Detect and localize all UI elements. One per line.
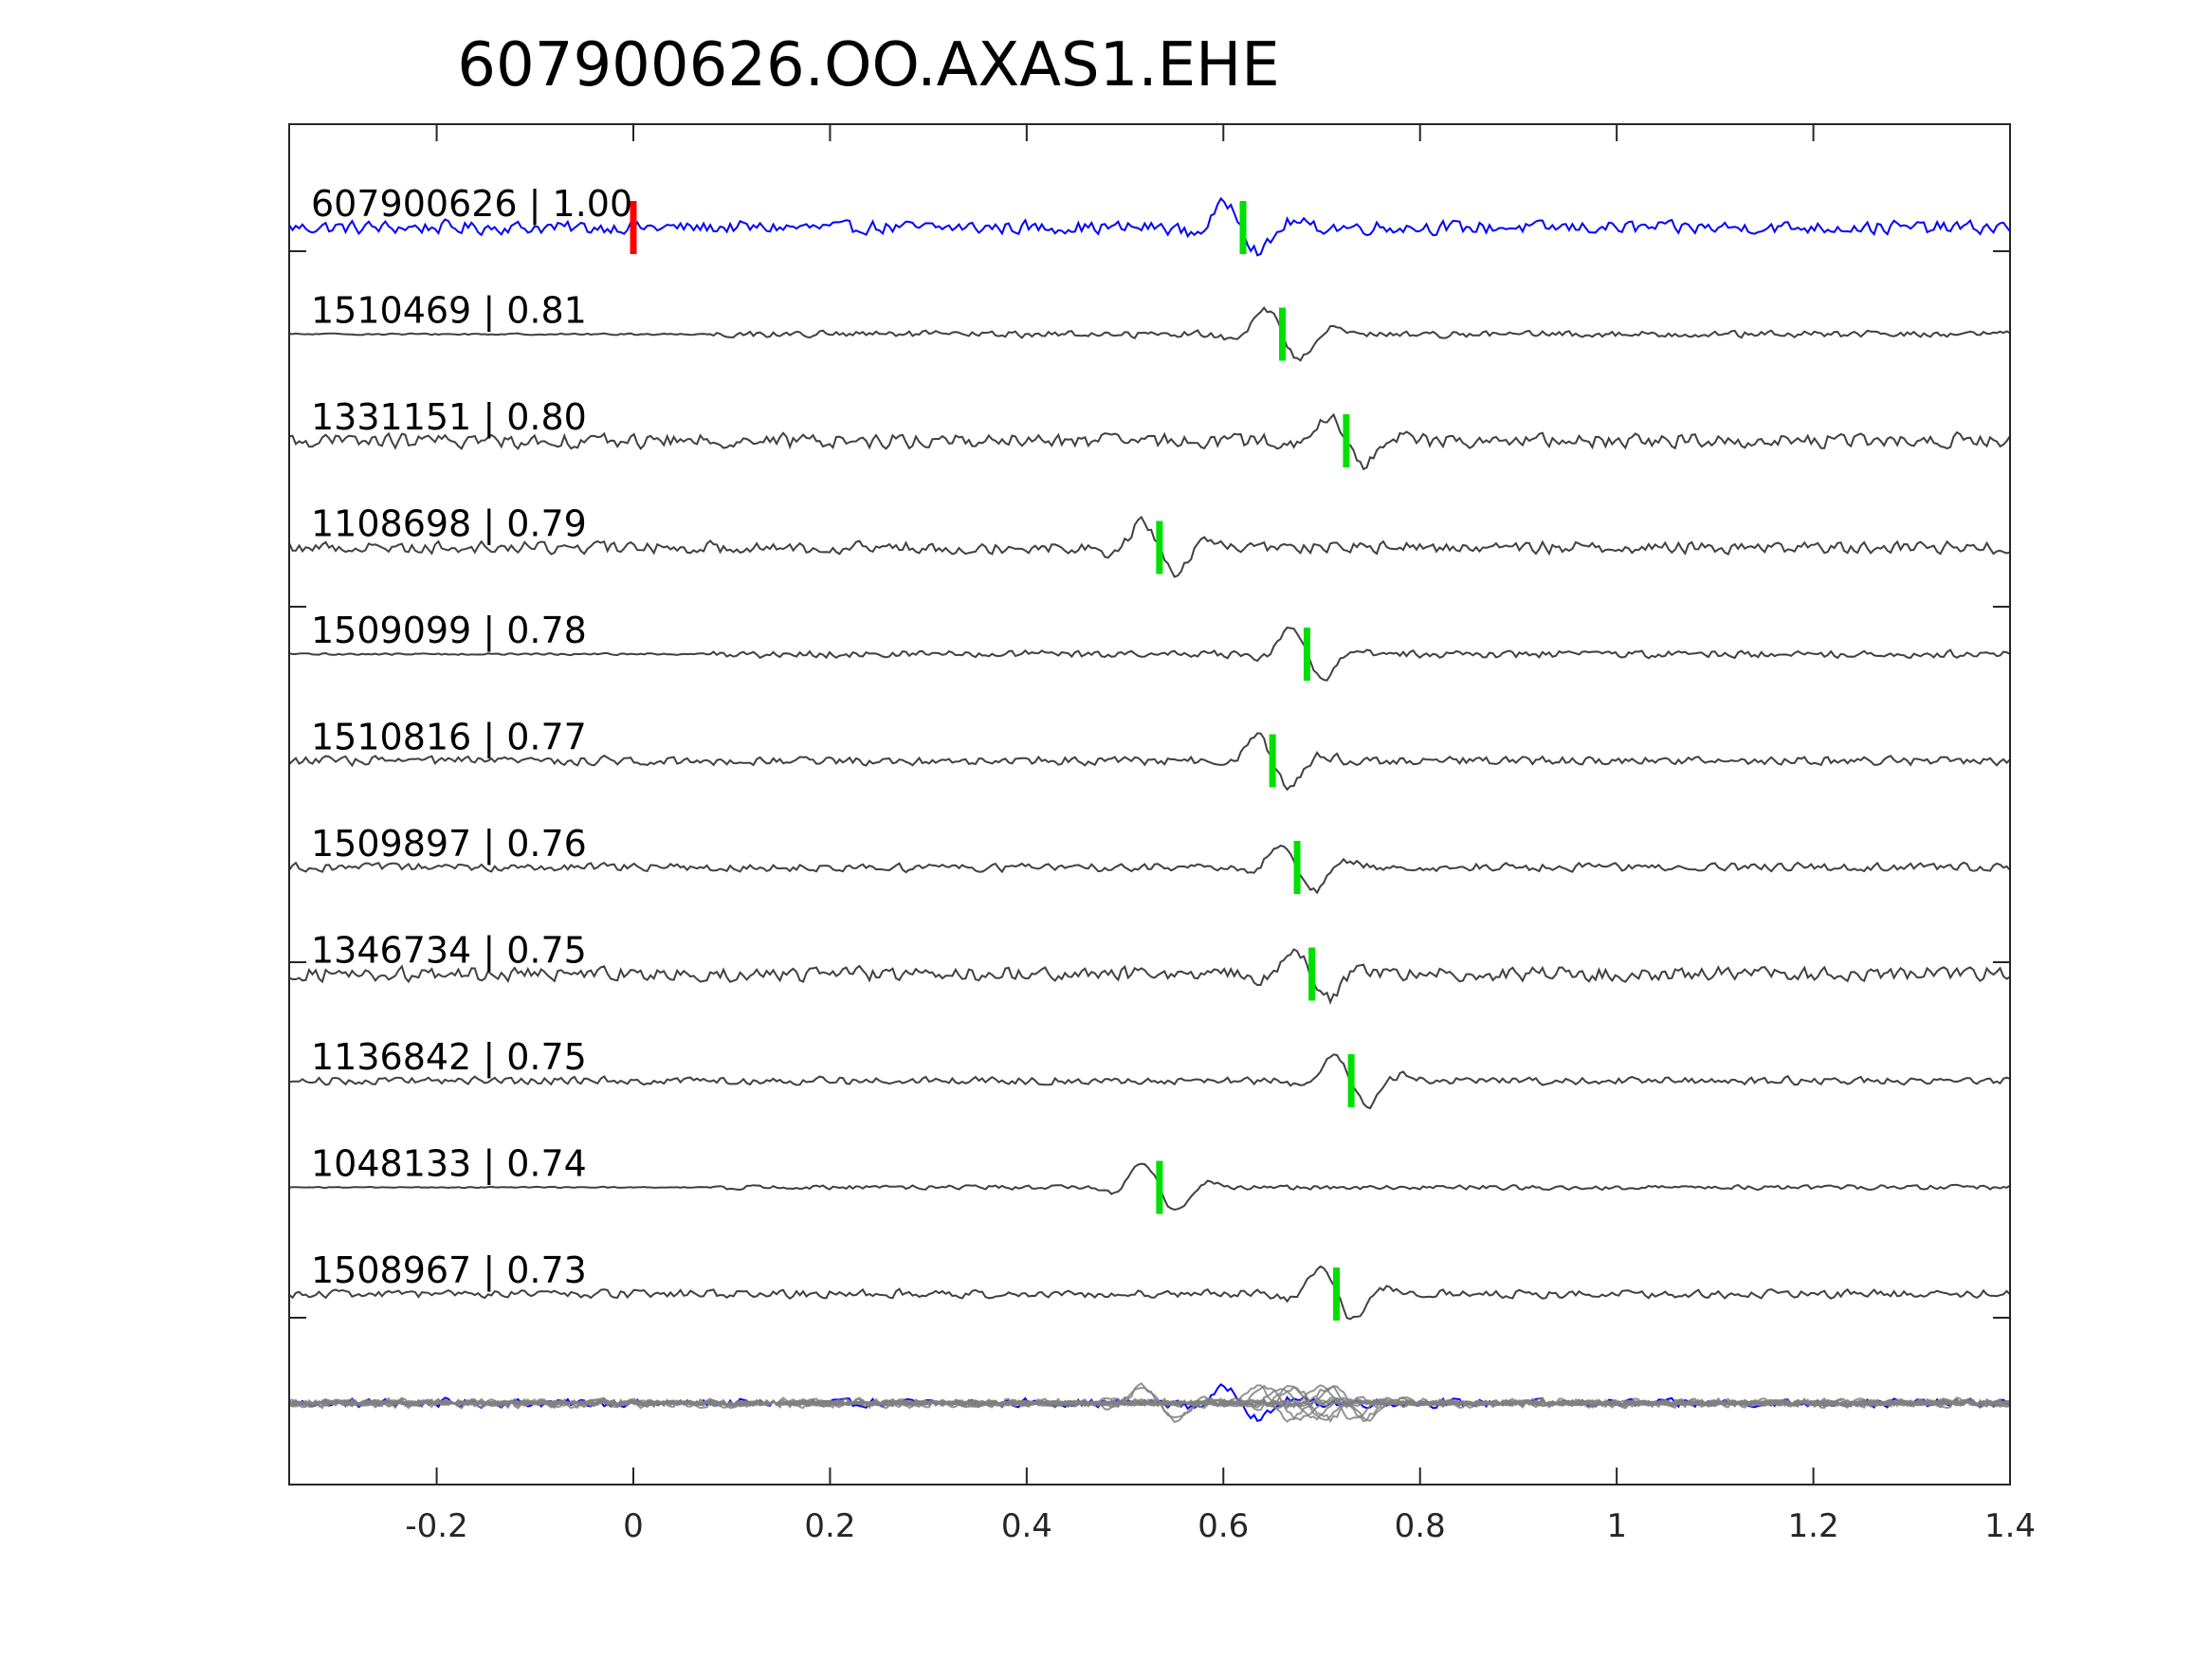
trace-label-1509897: 1509897 | 0.76 <box>311 823 587 866</box>
trace-waveform-1048133 <box>288 1162 2011 1212</box>
trace-waveform-607900626 <box>288 196 2011 257</box>
trace-label-1508967: 1508967 | 0.73 <box>311 1249 587 1292</box>
x-tick-label: 0.6 <box>1197 1507 1249 1545</box>
waveform-traces <box>288 196 2011 1321</box>
x-tick-label: 1 <box>1606 1507 1627 1545</box>
trace-waveform-1136842 <box>288 1053 2011 1110</box>
x-tick-label: 0 <box>623 1507 644 1545</box>
trace-label-1510816: 1510816 | 0.77 <box>311 717 587 759</box>
overlay-stack <box>288 1382 2011 1424</box>
trace-label-1331151: 1331151 | 0.80 <box>311 396 587 439</box>
trace-labels: 607900626 | 1.00 1510469 | 0.81 1331151 | … <box>311 183 632 1292</box>
stack-waveform-1508967 <box>288 1384 2011 1421</box>
trace-label-1108698: 1108698 | 0.79 <box>311 503 587 546</box>
trace-waveform-1108698 <box>288 515 2011 578</box>
y-axis-ticks <box>289 250 2010 1319</box>
x-tick-label: 0.8 <box>1395 1507 1446 1545</box>
x-tick-label: 1.2 <box>1788 1507 1839 1545</box>
trace-waveform-1509897 <box>288 844 2011 895</box>
trace-label-1048133: 1048133 | 0.74 <box>311 1143 587 1186</box>
trace-label-1346734: 1346734 | 0.75 <box>311 930 587 973</box>
trace-label-1509099: 1509099 | 0.78 <box>311 610 587 652</box>
trace-waveform-1509099 <box>288 626 2011 682</box>
x-tick-label: -0.2 <box>405 1507 467 1545</box>
x-axis: -0.2 0 0.2 0.4 0.6 0.8 1 1.2 1.4 <box>405 124 2036 1545</box>
trace-label-1136842: 1136842 | 0.75 <box>311 1036 587 1079</box>
trace-label-1510469: 1510469 | 0.81 <box>311 290 587 333</box>
x-tick-label: 0.2 <box>804 1507 855 1545</box>
x-tick-label: 0.4 <box>1001 1507 1052 1545</box>
plot-area <box>288 123 2011 1486</box>
trace-waveform-1346734 <box>288 948 2011 1005</box>
x-tick-label: 1.4 <box>1984 1507 2036 1545</box>
chart-title: 607900626.OO.AXAS1.EHE <box>457 30 1279 100</box>
trace-label-607900626: 607900626 | 1.00 <box>311 183 632 226</box>
trace-waveform-1510469 <box>288 305 2011 362</box>
trace-waveform-1508967 <box>288 1265 2011 1321</box>
trace-waveform-1331151 <box>288 412 2011 471</box>
trace-waveform-1510816 <box>288 732 2011 792</box>
